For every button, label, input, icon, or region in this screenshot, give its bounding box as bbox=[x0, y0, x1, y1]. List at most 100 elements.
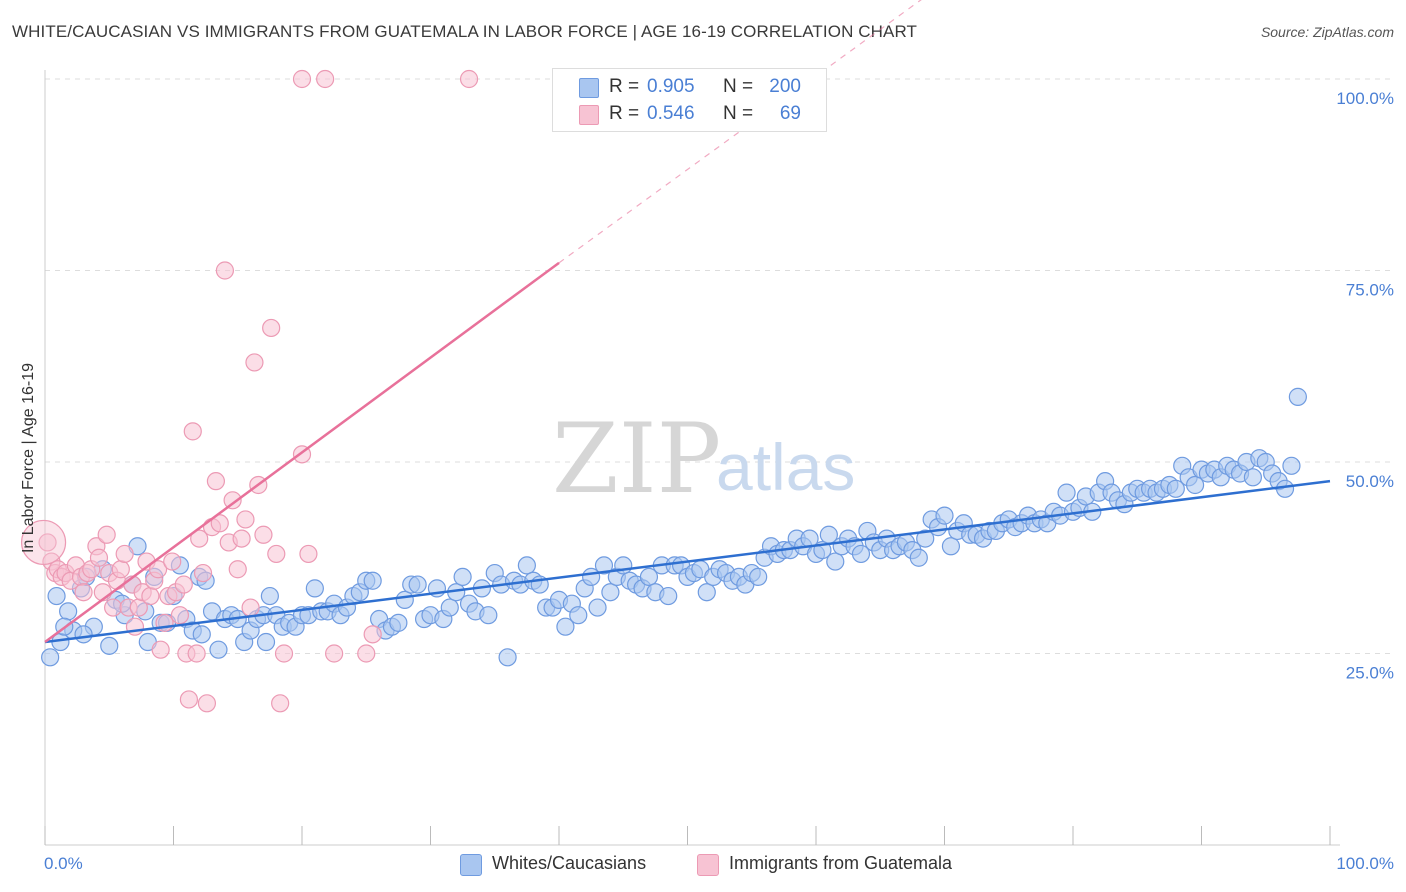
point-white bbox=[395, 590, 414, 609]
point-white bbox=[363, 571, 382, 590]
point-white bbox=[588, 598, 607, 617]
chart-legend: Whites/Caucasians Immigrants from Guatem… bbox=[0, 851, 1406, 877]
legend-swatch-guatemala bbox=[697, 854, 719, 876]
stats-row-whites: R = 0.905 N = 200 bbox=[553, 74, 826, 100]
point-white bbox=[74, 625, 93, 644]
point-white bbox=[479, 606, 498, 625]
point-guatemala bbox=[38, 533, 57, 552]
point-guatemala-large bbox=[20, 519, 67, 566]
point-guatemala bbox=[459, 69, 479, 89]
point-guatemala bbox=[163, 552, 182, 571]
point-guatemala bbox=[262, 318, 281, 338]
y-tick-labels: 25.0% 50.0% 75.0% 100.0% bbox=[1336, 89, 1394, 683]
point-white bbox=[826, 552, 845, 571]
point-guatemala bbox=[236, 510, 255, 529]
data-points bbox=[20, 69, 1307, 713]
point-white bbox=[639, 567, 659, 587]
point-guatemala bbox=[232, 529, 251, 548]
stats-r-label: R = bbox=[609, 103, 640, 124]
stats-box: R = 0.905 N = 200 R = 0.546 N = 69 bbox=[552, 68, 827, 132]
trend-line-whites bbox=[44, 479, 1331, 644]
watermark: ZIP atlas bbox=[552, 403, 855, 515]
point-white bbox=[1166, 479, 1185, 498]
point-guatemala bbox=[197, 694, 217, 713]
point-white bbox=[909, 548, 928, 567]
point-guatemala bbox=[190, 529, 209, 548]
point-guatemala bbox=[228, 560, 247, 579]
point-guatemala bbox=[271, 694, 290, 713]
point-guatemala bbox=[74, 583, 93, 602]
point-white bbox=[498, 648, 517, 667]
point-white bbox=[256, 632, 276, 652]
chart-title: WHITE/CAUCASIAN VS IMMIGRANTS FROM GUATE… bbox=[12, 22, 918, 41]
stats-n-value: 69 bbox=[779, 103, 801, 124]
point-white bbox=[1243, 468, 1263, 487]
point-white bbox=[749, 567, 768, 587]
y-tick-label: 100.0% bbox=[1336, 89, 1394, 108]
point-white bbox=[389, 613, 408, 632]
point-guatemala bbox=[215, 261, 234, 280]
point-guatemala bbox=[111, 560, 130, 579]
point-white bbox=[569, 606, 588, 625]
point-white bbox=[305, 579, 324, 598]
point-white bbox=[41, 648, 60, 667]
point-white bbox=[209, 640, 228, 659]
point-white bbox=[100, 636, 119, 655]
axes bbox=[44, 70, 1340, 846]
point-guatemala bbox=[274, 644, 294, 663]
stats-n-label: N = bbox=[723, 76, 754, 97]
point-white bbox=[47, 586, 66, 606]
y-tick-label: 25.0% bbox=[1346, 664, 1394, 683]
y-axis-label: In Labor Force | Age 16-19 bbox=[20, 363, 37, 553]
point-white bbox=[851, 544, 871, 564]
point-white bbox=[1185, 475, 1205, 495]
point-white bbox=[1288, 387, 1307, 406]
point-guatemala bbox=[148, 560, 168, 579]
stats-swatch-whites bbox=[579, 78, 599, 98]
stats-r-value: 0.546 bbox=[647, 103, 695, 124]
point-guatemala bbox=[223, 491, 242, 510]
stats-r-value: 0.905 bbox=[647, 76, 695, 97]
legend-label-guatemala: Immigrants from Guatemala bbox=[729, 853, 953, 873]
stats-row-guatemala: R = 0.546 N = 69 bbox=[553, 101, 826, 127]
x-tick-label-max: 100.0% bbox=[1336, 854, 1394, 873]
point-guatemala bbox=[183, 422, 202, 441]
point-white bbox=[935, 506, 954, 525]
point-guatemala bbox=[170, 606, 190, 625]
point-white bbox=[1275, 479, 1295, 498]
point-guatemala bbox=[325, 644, 344, 663]
trend-line-guatemala bbox=[44, 261, 560, 644]
point-guatemala bbox=[299, 544, 318, 564]
point-white bbox=[941, 537, 961, 556]
grid-lines bbox=[45, 78, 1395, 654]
point-white bbox=[601, 583, 620, 602]
point-guatemala bbox=[206, 472, 226, 491]
point-guatemala bbox=[151, 640, 170, 659]
point-guatemala bbox=[89, 548, 109, 567]
point-white bbox=[916, 529, 935, 548]
point-guatemala bbox=[292, 69, 312, 89]
point-guatemala bbox=[363, 625, 382, 644]
point-guatemala bbox=[210, 514, 229, 533]
stats-n-value: 200 bbox=[769, 76, 801, 97]
watermark-atlas: atlas bbox=[716, 430, 855, 504]
point-guatemala bbox=[115, 544, 134, 564]
point-guatemala bbox=[241, 598, 260, 617]
point-guatemala bbox=[245, 353, 264, 372]
point-white bbox=[659, 586, 678, 606]
point-white bbox=[453, 567, 472, 587]
point-white bbox=[517, 556, 536, 575]
point-guatemala bbox=[179, 690, 199, 709]
watermark-zip: ZIP bbox=[552, 403, 721, 515]
source-label: Source: ZipAtlas.com bbox=[1260, 24, 1394, 40]
point-guatemala bbox=[357, 644, 376, 663]
x-tick-label-min: 0.0% bbox=[44, 854, 83, 873]
point-white bbox=[192, 625, 211, 644]
point-guatemala bbox=[187, 644, 206, 663]
stats-r-label: R = bbox=[609, 76, 640, 97]
point-white bbox=[59, 602, 78, 621]
x-ticks bbox=[44, 826, 1331, 845]
point-guatemala bbox=[316, 69, 335, 89]
y-tick-label: 75.0% bbox=[1346, 281, 1394, 300]
